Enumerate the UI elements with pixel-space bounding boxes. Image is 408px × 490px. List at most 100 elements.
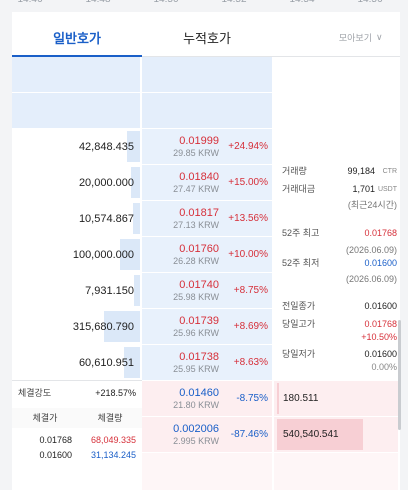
- time-label: 14:50: [106, 0, 226, 5]
- bid-price: 0.01460: [179, 386, 219, 399]
- ask-quantity-bar: [124, 347, 140, 378]
- trade-header-bg: [12, 408, 142, 428]
- info-value: 0.00%: [371, 361, 397, 372]
- ask-price-cell: [142, 345, 272, 380]
- ask-price: 0.01740: [179, 278, 219, 291]
- ask-price-cell: [142, 309, 272, 344]
- ask-quantity: 60,610.951: [78, 356, 134, 369]
- info-value: (최근24시간): [347, 199, 397, 210]
- ask-quantity-bar: [134, 275, 140, 306]
- ask-quantity: 20,000.000: [78, 176, 134, 189]
- ask-price: 0.01840: [179, 170, 219, 183]
- ask-change: +15.00%: [228, 177, 268, 188]
- time-label: 14:56: [310, 0, 408, 5]
- ask-price: 0.01738: [179, 350, 219, 363]
- ask-quantity-bar: [130, 167, 140, 198]
- info-value: 0.01768: [364, 227, 397, 238]
- ask-quantity-bar: [119, 239, 140, 270]
- bid-price-cell: [142, 417, 272, 452]
- ask-krw: 25.95 KRW: [173, 363, 219, 374]
- bid-price: 0.002006: [173, 422, 219, 435]
- ask-price-cell: [142, 201, 272, 236]
- info-label: 당일고가: [282, 318, 316, 329]
- time-label: 14:46: [0, 0, 90, 5]
- ask-quantity-bar: [104, 311, 140, 342]
- time-label: 14:52: [174, 0, 294, 5]
- info-value: 0.01768: [364, 318, 397, 329]
- ask-quantity: 315,680.790: [72, 320, 134, 333]
- ask-price-empty: [142, 57, 272, 92]
- ask-price-cell: [142, 165, 272, 200]
- info-unit: USDT: [377, 185, 397, 193]
- ask-krw: 25.96 KRW: [173, 327, 219, 338]
- bid-krw: 21.80 KRW: [173, 399, 219, 410]
- section-line: [12, 380, 142, 381]
- info-label: 전일종가: [282, 300, 316, 311]
- trade-volume: 31,134.245: [90, 449, 136, 460]
- ask-krw: 27.13 KRW: [173, 219, 219, 230]
- bid-price-fill: [142, 453, 272, 490]
- info-label: 당일저가: [282, 348, 316, 359]
- info-unit: CTR: [382, 167, 397, 175]
- info-value: 0.01600: [364, 348, 397, 359]
- ask-change: +13.56%: [228, 213, 268, 224]
- info-value: +10.50%: [361, 331, 397, 342]
- info-value: 99,184: [347, 165, 375, 176]
- bid-qty-fill: [274, 453, 398, 490]
- bid-change: -8.75%: [236, 393, 268, 404]
- chevron: ∨: [376, 32, 383, 42]
- tab-label: 누적호가: [183, 30, 231, 46]
- bid-quantity: 540,540.541: [283, 429, 339, 440]
- bid-price-cell: [142, 381, 272, 416]
- ask-row-empty: [12, 93, 140, 128]
- trade-header: 체결가: [32, 412, 58, 423]
- info-label: 52주 최저: [282, 257, 320, 268]
- info-label: 52주 최고: [282, 227, 320, 238]
- trade-price: 0.01600: [39, 449, 72, 460]
- bid-quantity-bar: [277, 419, 363, 450]
- ask-krw: 25.98 KRW: [173, 291, 219, 302]
- info-label: 거래량: [282, 165, 307, 176]
- trade-volume: 68,049.335: [90, 434, 136, 445]
- ask-price-cell: [142, 129, 272, 164]
- scrollbar[interactable]: [398, 320, 401, 430]
- info-value: 0.01600: [364, 300, 397, 311]
- ask-price-cell: [142, 237, 272, 272]
- ask-quantity: 100,000.000: [72, 248, 134, 261]
- tab-bottom-line: [142, 56, 400, 57]
- ask-change: +8.75%: [233, 285, 268, 296]
- tab-underline: [12, 55, 142, 57]
- strength-value: +218.57%: [95, 387, 136, 398]
- ask-krw: 27.47 KRW: [173, 183, 219, 194]
- info-value: (2026.06.09): [345, 273, 397, 284]
- bid-change: -87.46%: [230, 429, 268, 440]
- bid-quantity: 180.511: [283, 393, 319, 404]
- ask-quantity: 42,848.435: [78, 140, 134, 153]
- info-value: 1,701: [352, 183, 375, 194]
- time-label: 14:54: [242, 0, 362, 5]
- ask-change: +8.69%: [233, 321, 268, 332]
- ask-price-cell: [142, 273, 272, 308]
- ask-quantity-bar: [133, 203, 140, 234]
- ask-row-empty: [12, 57, 140, 92]
- ask-quantity: 10,574.867: [78, 212, 134, 225]
- ask-price-empty: [142, 93, 272, 128]
- time-label: 14:48: [38, 0, 158, 5]
- info-value: 0.01600: [364, 257, 397, 268]
- ask-price: 0.01739: [179, 314, 219, 327]
- ask-quantity: 7,931.150: [85, 284, 134, 297]
- ask-price: 0.01760: [179, 242, 219, 255]
- ask-change: +24.94%: [228, 141, 268, 152]
- bid-quantity-bar: [277, 383, 279, 414]
- ask-krw: 29.85 KRW: [173, 147, 219, 158]
- ask-change: +10.00%: [228, 249, 268, 260]
- ask-quantity-bar: [126, 131, 140, 162]
- view-toggle: 모아보기: [338, 32, 372, 43]
- info-label: 거래대금: [282, 183, 316, 194]
- bid-krw: 2.995 KRW: [173, 435, 219, 446]
- ask-price: 0.01999: [179, 134, 219, 147]
- trade-price: 0.01768: [39, 434, 72, 445]
- trade-header: 체결량: [97, 412, 123, 423]
- tab-label: 일반호가: [53, 30, 101, 46]
- ask-krw: 26.28 KRW: [173, 255, 219, 266]
